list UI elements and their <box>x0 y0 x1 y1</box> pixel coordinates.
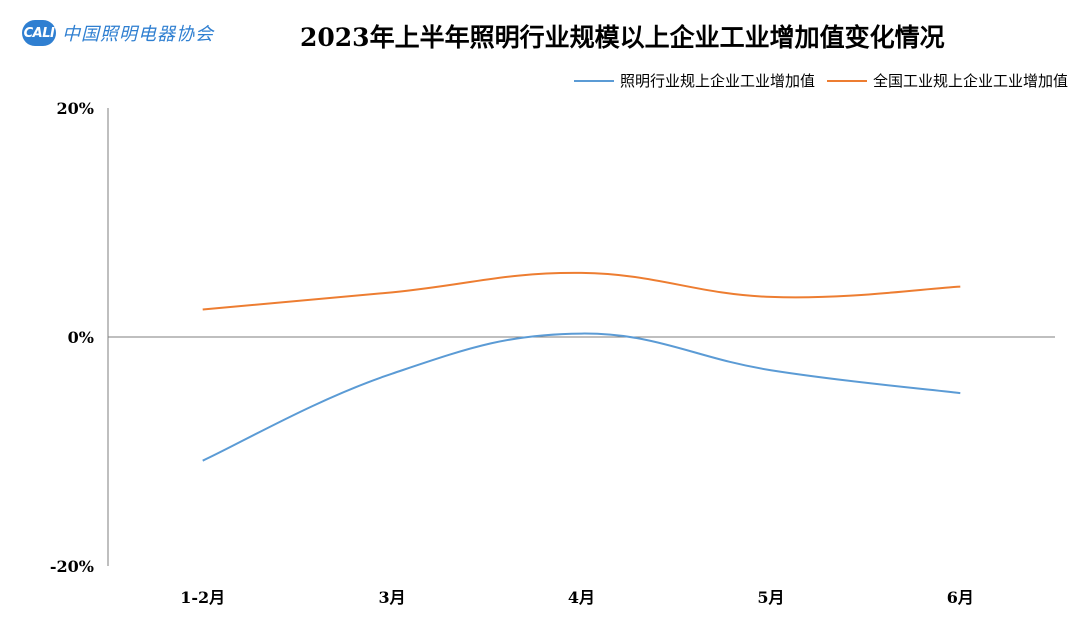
series-line-national <box>202 271 961 311</box>
legend-label-national: 全国工业规上企业工业增加值 <box>872 72 1068 90</box>
logo-text: 中国照明电器协会 <box>62 24 214 45</box>
x-tick-label: 4月 <box>568 588 595 607</box>
chart-legend: 照明行业规上企业工业增加值 全国工业规上企业工业增加值 <box>573 70 1068 91</box>
legend-item-lighting: 照明行业规上企业工业增加值 <box>573 70 815 91</box>
association-logo: CALI 中国照明电器协会 <box>22 20 214 46</box>
x-tick-label: 6月 <box>947 588 974 607</box>
y-tick-label: 0% <box>68 328 94 347</box>
y-tick-label: 20% <box>57 99 94 118</box>
chart-header: CALI 中国照明电器协会 2023年上半年照明行业规模以上企业工业增加值变化情… <box>0 0 1080 70</box>
legend-swatch-national <box>826 79 867 82</box>
y-tick-label: -20% <box>50 557 94 576</box>
x-tick-label: 1-2月 <box>180 588 225 607</box>
logo-mark: CALI <box>22 20 56 46</box>
legend-swatch-lighting <box>573 79 614 82</box>
legend-label-lighting: 照明行业规上企业工业增加值 <box>619 72 815 90</box>
legend-item-national: 全国工业规上企业工业增加值 <box>826 70 1068 91</box>
chart-title: 2023年上半年照明行业规模以上企业工业增加值变化情况 <box>300 23 945 52</box>
series-line-lighting <box>202 332 961 462</box>
x-tick-label: 3月 <box>379 588 406 607</box>
x-tick-label: 5月 <box>757 588 784 607</box>
